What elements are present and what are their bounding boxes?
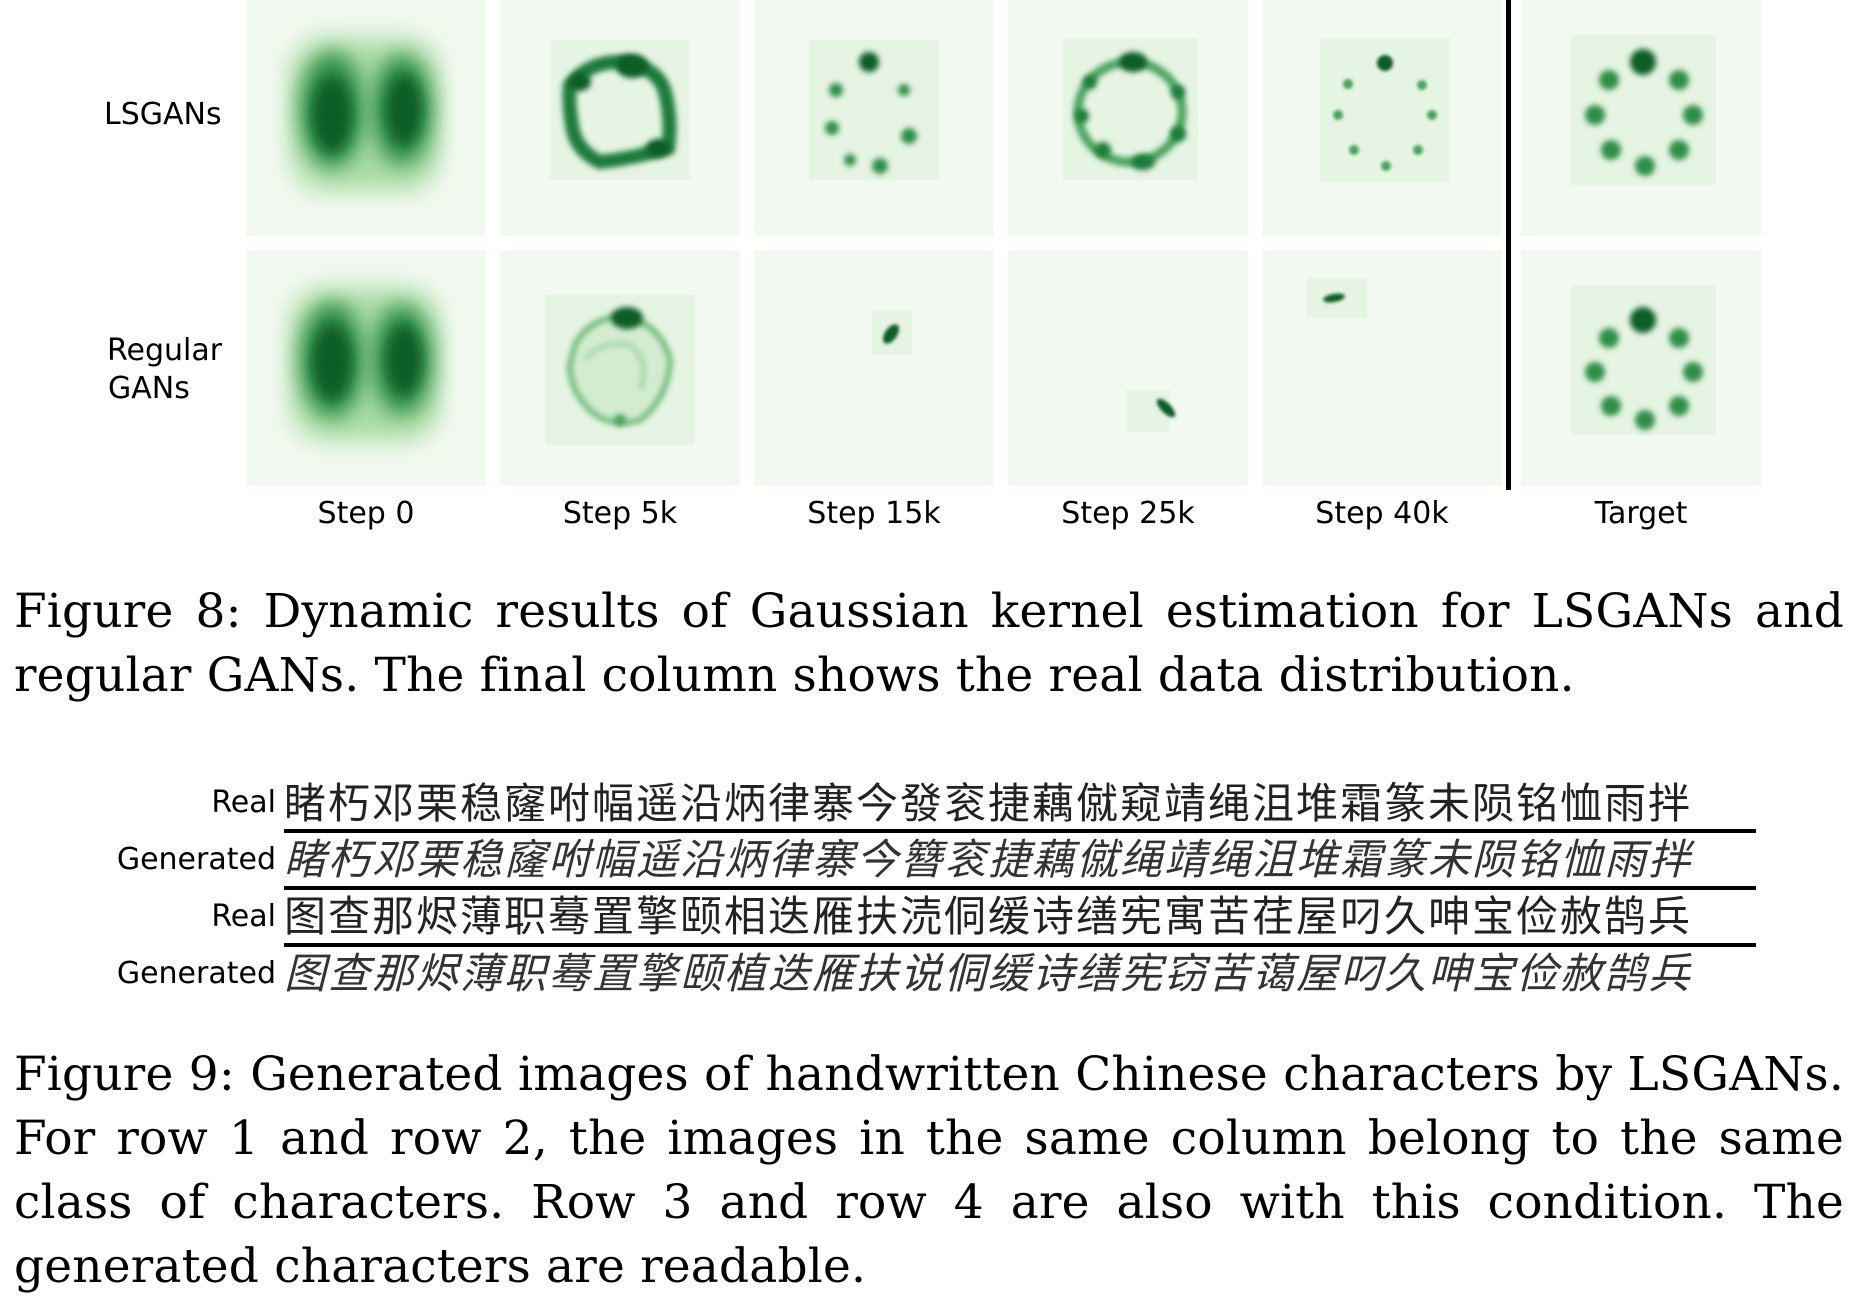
character-strip-row-1: 睹朽邓栗稳窿咐幅遥沿炳律寨今發衮捷藕僦窥靖绳沮堆霜篆未陨铭恤雨拌 [284,779,1693,828]
strip-separator-1 [284,829,1756,833]
strip-label-row-2: Generated [116,842,276,877]
column-label-target: Target [1594,496,1688,531]
strip-label-row-1: Real [211,785,276,820]
column-label-step-25k: Step 25k [1061,496,1195,531]
column-label-step-5k: Step 5k [562,496,678,531]
panel-lsgans-step-15k [754,0,994,236]
figure-8-caption: Figure 8: Dynamic results of Gaussian ke… [14,584,1844,703]
character-strip-row-4: 图查那烬薄职蓦置擎颐植迭雁扶说侗缓诗缮宪窃苦蔼屋叼久呻宝俭赦鹄兵 [284,949,1693,998]
strip-separator-2 [284,886,1756,890]
target-divider [1506,0,1511,490]
panel-lsgans-step-5k [500,0,740,236]
column-label-step-0: Step 0 [317,496,415,531]
character-strip-row-2: 睹朽邓栗稳窿咐幅遥沿炳律寨今簪衮捷藕僦绳靖绳沮堆霜篆未陨铭恤雨拌 [284,835,1693,884]
row-label-regular-line1: Regular [107,333,223,368]
strip-label-row-3: Real [211,899,276,934]
panel-regular-step-15k [754,250,994,486]
column-label-step-40k: Step 40k [1315,496,1449,531]
panel-lsgans-step-0 [246,0,486,236]
column-label-step-15k: Step 15k [807,496,941,531]
panel-lsgans-target [1521,0,1761,236]
strip-separator-3 [284,943,1756,947]
row-label-regular-line2: GANs [108,371,190,406]
strip-label-row-4: Generated [116,956,276,991]
panel-regular-step-5k [500,250,740,486]
panel-regular-step-25k [1008,250,1248,486]
character-strip-row-3: 图查那烬薄职蓦置擎颐相迭雁扶涜侗缓诗缮宪寓苦荏屋叼久呻宝俭赦鹄兵 [284,892,1693,941]
figure-9-caption: Figure 9: Generated images of handwritte… [14,1047,1844,1294]
panel-regular-target [1521,250,1761,486]
panel-lsgans-step-40k [1262,0,1502,236]
row-label-regular-gans: Regular GANs [107,332,222,408]
row-label-lsgans: LSGANs [104,97,222,132]
panel-lsgans-step-25k [1008,0,1248,236]
panel-regular-step-0 [246,250,486,486]
panel-regular-step-40k [1262,250,1502,486]
